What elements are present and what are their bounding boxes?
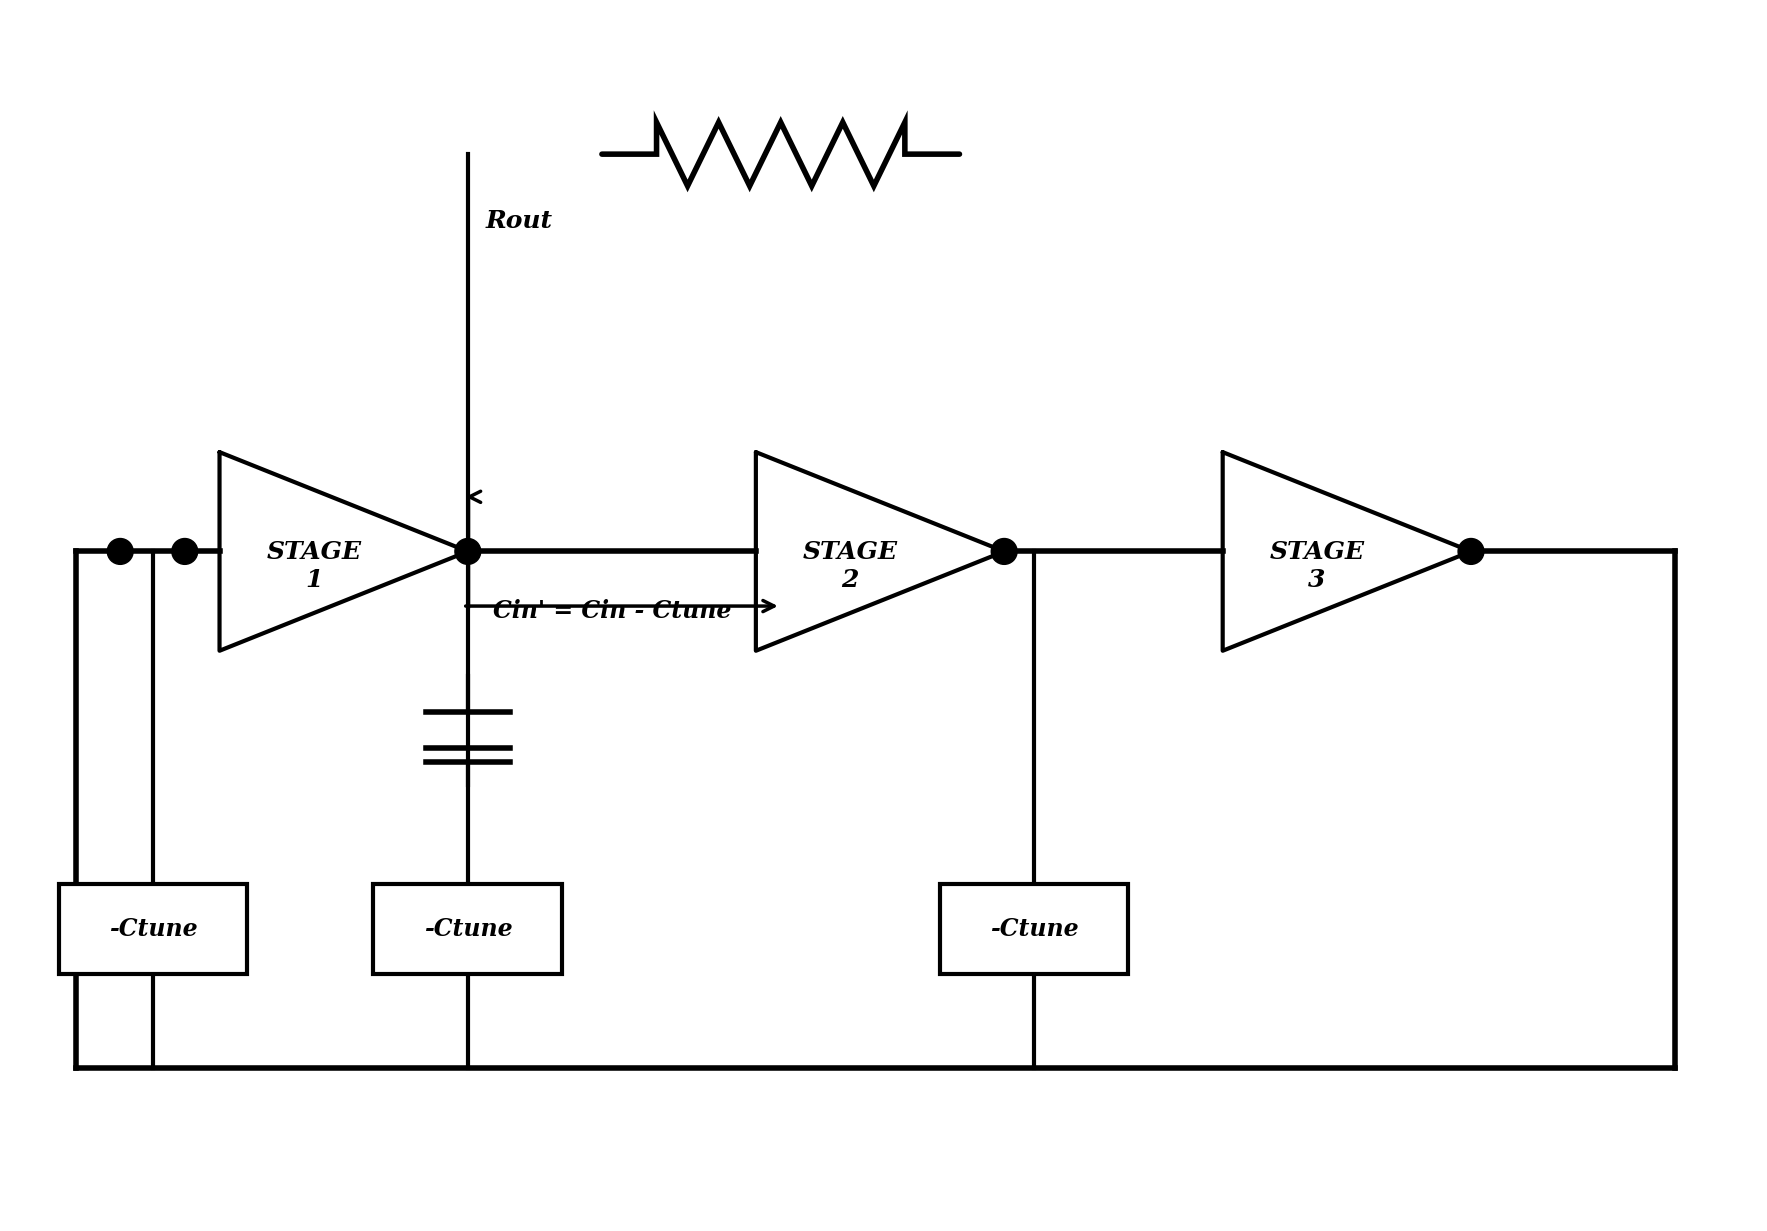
Circle shape (454, 538, 481, 564)
Circle shape (171, 538, 198, 564)
Text: STAGE
2: STAGE 2 (802, 540, 898, 592)
Text: Cin' = Cin - Ctune: Cin' = Cin - Ctune (493, 599, 732, 623)
Text: -Ctune: -Ctune (108, 917, 198, 940)
FancyBboxPatch shape (940, 884, 1129, 974)
Circle shape (108, 538, 133, 564)
Text: STAGE
1: STAGE 1 (267, 540, 362, 592)
FancyBboxPatch shape (58, 884, 247, 974)
Circle shape (991, 538, 1018, 564)
Circle shape (1458, 538, 1484, 564)
FancyBboxPatch shape (373, 884, 562, 974)
Text: STAGE
3: STAGE 3 (1269, 540, 1364, 592)
Text: Rout: Rout (486, 209, 553, 233)
Text: -Ctune: -Ctune (990, 917, 1078, 940)
Text: -Ctune: -Ctune (424, 917, 512, 940)
